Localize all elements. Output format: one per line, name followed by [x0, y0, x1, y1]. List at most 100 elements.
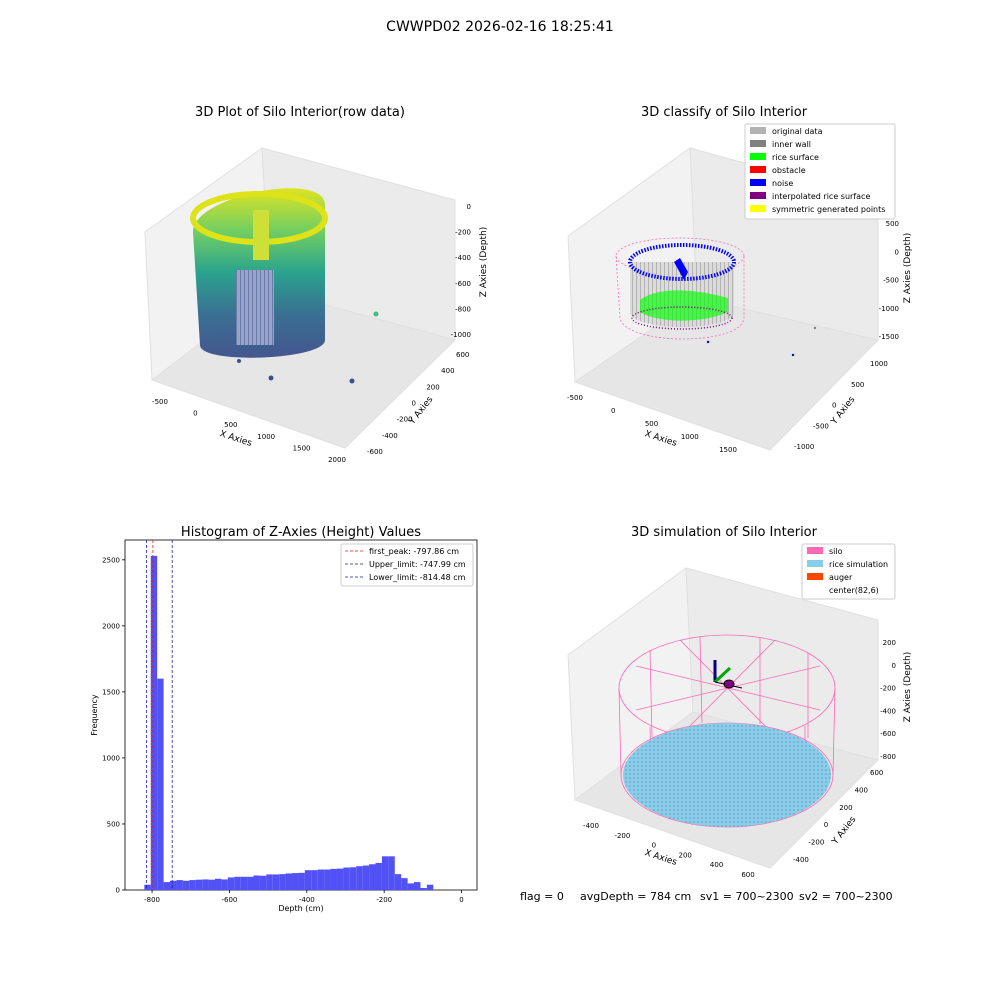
y-axis-label: Y Axies: [829, 395, 858, 428]
legend-swatch: [807, 547, 823, 554]
legend-label: rice surface: [772, 153, 819, 162]
chart-title: 3D Plot of Silo Interior(row data): [195, 105, 405, 120]
x-axis-ticks: -500 0 500 1000 1500 2000: [152, 398, 346, 464]
tick-label: -1000: [451, 331, 471, 339]
outer-silo-outline: [615, 255, 745, 340]
tick-label: 1000: [681, 433, 699, 441]
histogram-bar: [343, 867, 350, 890]
histogram-bar: [356, 866, 363, 890]
chart-title: Histogram of Z-Axies (Height) Values: [181, 525, 421, 540]
noise-outlier-point: [791, 353, 795, 357]
tick-label: 500: [645, 420, 658, 428]
status-sv1: sv1 = 700~2300: [700, 890, 794, 903]
tick-label: 0: [824, 821, 828, 829]
y-axis-ticks: 0 500 1000 1500 2000 2500: [102, 556, 125, 895]
tick-label: -500: [152, 398, 168, 406]
histogram-bar: [182, 880, 190, 890]
histogram-bar: [304, 870, 312, 890]
legend: first_peak: -797.86 cm Upper_limit: -747.…: [345, 547, 466, 582]
y-axis-ticks: -1000 -500 0 500 1000: [794, 360, 888, 451]
tick-label: -400: [299, 896, 315, 904]
tick-label: -500: [567, 394, 583, 402]
outlier-point: [373, 311, 379, 317]
z-axis-label: Z Axies (Depth): [903, 233, 913, 304]
panel-raw-data: 3D Plot of Silo Interior(row data) -500 0…: [144, 105, 489, 464]
tick-label: -1000: [794, 443, 814, 451]
histogram-bar: [214, 878, 222, 890]
tick-label: 1000: [102, 754, 120, 762]
tick-label: -1000: [879, 305, 899, 313]
y-axis-label: Y Axies: [830, 815, 859, 848]
tick-label: -400: [455, 254, 471, 262]
legend-swatch: [807, 573, 823, 580]
rice-surface-points: [640, 290, 728, 321]
histogram-bar: [336, 868, 344, 890]
x-axis-ticks: -800 -600 -400 -200 0: [144, 890, 464, 904]
legend-swatch: [750, 140, 766, 147]
histogram-bar: [330, 868, 337, 890]
histogram-bar: [414, 882, 421, 890]
legend: original data inner wall rice surface obsta…: [750, 127, 885, 214]
tick-label: 200: [426, 383, 439, 391]
histogram-bar: [375, 862, 382, 890]
pane-floor: [573, 297, 879, 451]
histogram-bar: [311, 870, 318, 890]
legend-box: [340, 543, 474, 587]
status-avg-depth: avgDepth = 784 cm: [580, 890, 691, 903]
legend-label: original data: [772, 127, 823, 136]
tick-label: 0: [412, 400, 416, 408]
chart-title: 3D classify of Silo Interior: [641, 105, 808, 120]
tick-label: 500: [851, 381, 864, 389]
tick-label: 0: [895, 248, 899, 256]
tick-label: 1000: [257, 433, 275, 441]
legend-label: center(82,6): [829, 586, 879, 595]
figure-suptitle: CWWPD02 2026-02-16 18:25:41: [386, 19, 614, 35]
tick-label: 600: [870, 769, 883, 777]
histogram-bar: [259, 875, 267, 890]
histogram-bar: [381, 856, 389, 890]
histogram-bar: [240, 876, 248, 890]
histogram-bar: [407, 883, 415, 890]
tick-label: -400: [583, 822, 599, 830]
rice-simulation-surface: [623, 723, 831, 827]
tick-label: 400: [710, 861, 723, 869]
tick-label: 0: [892, 662, 896, 670]
tick-label: 0: [832, 402, 836, 410]
histogram-bar: [150, 555, 158, 890]
z-axis-ticks: 500 0 -500 -1000 -1500: [879, 220, 899, 341]
legend-label: noise: [772, 179, 793, 188]
legend-label: obstacle: [772, 166, 806, 175]
legend-swatch: [750, 205, 766, 212]
histogram-bars: [144, 555, 434, 890]
legend-swatch: [750, 153, 766, 160]
status-sv2: sv2 = 700~2300: [799, 890, 893, 903]
legend-label: rice simulation: [829, 560, 888, 569]
tick-label: -1500: [879, 333, 899, 341]
obstacle-noise-points: [674, 258, 688, 280]
outlier-point: [268, 375, 274, 381]
panel-classify: 3D classify of Silo Interior -500 0 500 100…: [567, 105, 913, 454]
legend-swatch: [750, 192, 766, 199]
legend-swatch: [750, 166, 766, 173]
panel-histogram: Histogram of Z-Axies (Height) Values -80…: [90, 525, 478, 913]
tick-label: 1500: [102, 688, 120, 696]
histogram-bar: [144, 884, 151, 890]
tick-label: -200: [397, 416, 413, 424]
tick-label: -200: [376, 896, 392, 904]
histogram-bar: [349, 867, 357, 890]
tick-label: 600: [741, 871, 754, 879]
histogram-bar: [317, 869, 325, 890]
legend-box: [801, 543, 896, 600]
panel-simulation: 3D simulation of Silo Interior: [567, 525, 913, 879]
histogram-bar: [279, 874, 286, 890]
histogram-bar: [324, 869, 331, 890]
interpolated-surface-points: [631, 306, 733, 330]
histogram-bar: [234, 876, 241, 890]
obstacle-points: [236, 270, 274, 345]
tick-label: 500: [224, 421, 237, 429]
histogram-bar: [247, 876, 254, 890]
reference-lines: [146, 540, 173, 890]
tick-label: -600: [880, 730, 896, 738]
